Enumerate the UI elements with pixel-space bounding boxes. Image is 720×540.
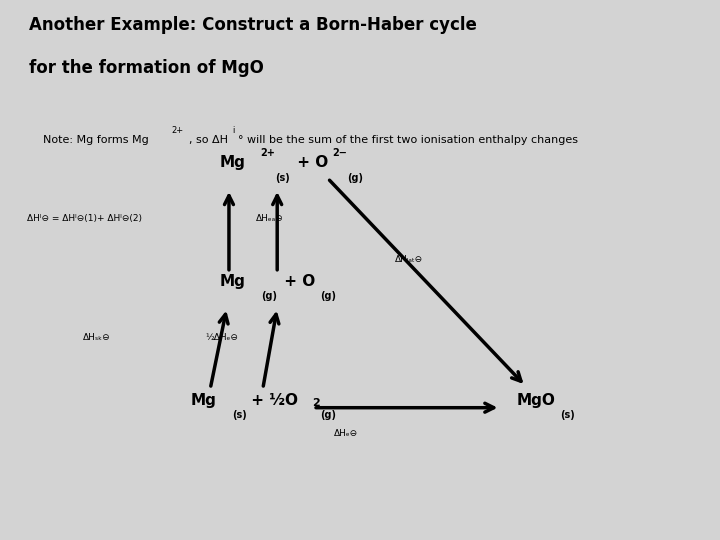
Text: (s): (s) [275,172,289,183]
Text: Note: Mg forms Mg: Note: Mg forms Mg [43,135,149,145]
Text: ° will be the sum of the first two ionisation enthalpy changes: ° will be the sum of the first two ionis… [238,135,577,145]
Text: ΔHₗₐₜ⊖: ΔHₗₐₜ⊖ [395,255,423,264]
Text: ΔHₑ⊖: ΔHₑ⊖ [333,429,358,438]
Text: i: i [232,126,234,136]
Text: (g): (g) [347,172,363,183]
Text: (g): (g) [261,291,276,301]
Text: Mg: Mg [220,155,246,170]
Text: (g): (g) [320,291,336,301]
Text: ΔHₛₖ⊖: ΔHₛₖ⊖ [83,333,110,342]
Text: (s): (s) [560,410,575,420]
Text: + O: + O [279,274,315,289]
Text: 2−: 2− [333,147,348,158]
Text: Mg: Mg [220,274,246,289]
Text: for the formation of MgO: for the formation of MgO [29,59,264,77]
Text: ΔHᴵ⊖ = ΔHᴵ⊖(1)+ ΔHᴵ⊖(2): ΔHᴵ⊖ = ΔHᴵ⊖(1)+ ΔHᴵ⊖(2) [27,214,143,223]
Text: (s): (s) [232,410,246,420]
Text: + O: + O [292,155,328,170]
Text: (g): (g) [320,410,336,420]
Text: MgO: MgO [517,393,556,408]
Text: ΔHₑₐ⊖: ΔHₑₐ⊖ [256,214,284,223]
Text: 2: 2 [312,397,320,408]
Text: Another Example: Construct a Born-Haber cycle: Another Example: Construct a Born-Haber … [29,16,477,34]
Text: + ½O: + ½O [246,393,298,408]
Text: ½ΔHₑ⊖: ½ΔHₑ⊖ [205,333,238,342]
Text: 2+: 2+ [261,147,276,158]
Text: 2+: 2+ [171,126,184,136]
Text: Mg: Mg [191,393,217,408]
Text: , so ΔH: , so ΔH [189,135,228,145]
